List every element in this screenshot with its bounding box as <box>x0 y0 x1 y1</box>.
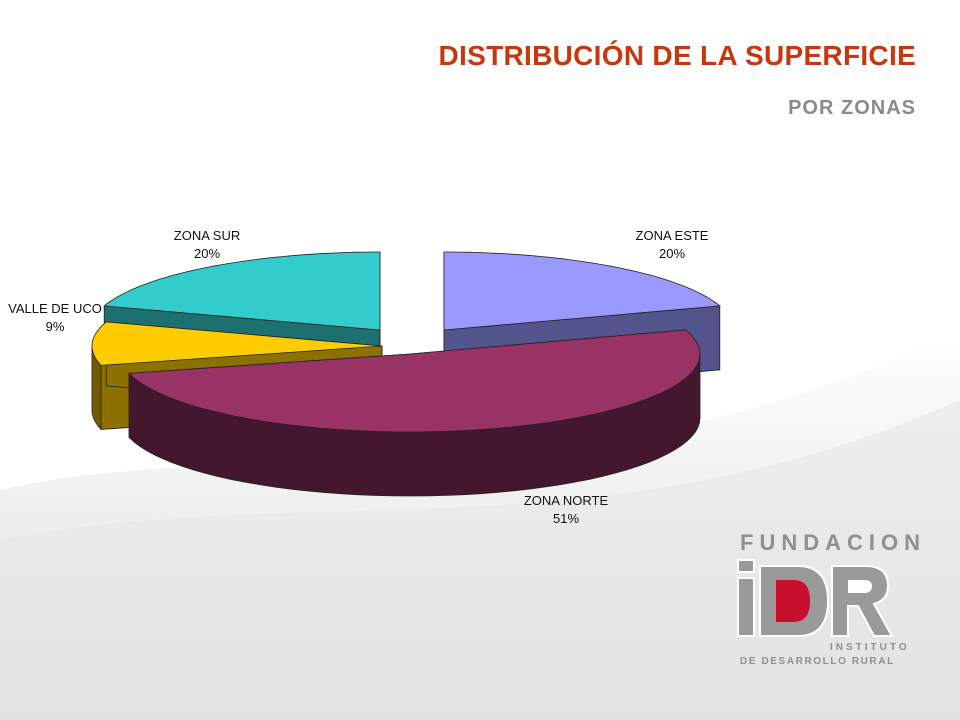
pie-label-zona-norte: ZONA NORTE <box>524 493 609 508</box>
pie-label-valle-de-uco: VALLE DE UCO <box>8 301 102 316</box>
slide-subtitle: POR ZONAS <box>788 97 916 119</box>
logo-instituto-text: INSTITUTO <box>830 642 910 653</box>
fundacion-idr-logo: FUNDACION INSTITUTO DE DESARROLLO RURAL <box>730 530 930 680</box>
pie-value-zona-sur: 20% <box>194 246 220 261</box>
pie-label-zona-este: ZONA ESTE <box>636 228 709 243</box>
pie-slice-zona-sur <box>103 251 381 331</box>
pie-label-zona-sur: ZONA SUR <box>174 228 240 243</box>
pie-slice-valle-de-uco <box>91 321 383 366</box>
idr-logo-mark <box>737 559 894 637</box>
pie-value-zona-norte: 51% <box>553 511 579 526</box>
logo-fundacion-text: FUNDACION <box>740 530 926 555</box>
slide-title: DISTRIBUCIÓN DE LA SUPERFICIE <box>438 40 916 71</box>
pie-value-zona-este: 20% <box>659 246 685 261</box>
pie-slice-zona-norte <box>128 329 701 433</box>
pie-value-valle-de-uco: 9% <box>46 319 65 334</box>
pie-slice-zona-este <box>443 251 721 331</box>
logo-desarrollo-text: DE DESARROLLO RURAL <box>740 656 895 667</box>
